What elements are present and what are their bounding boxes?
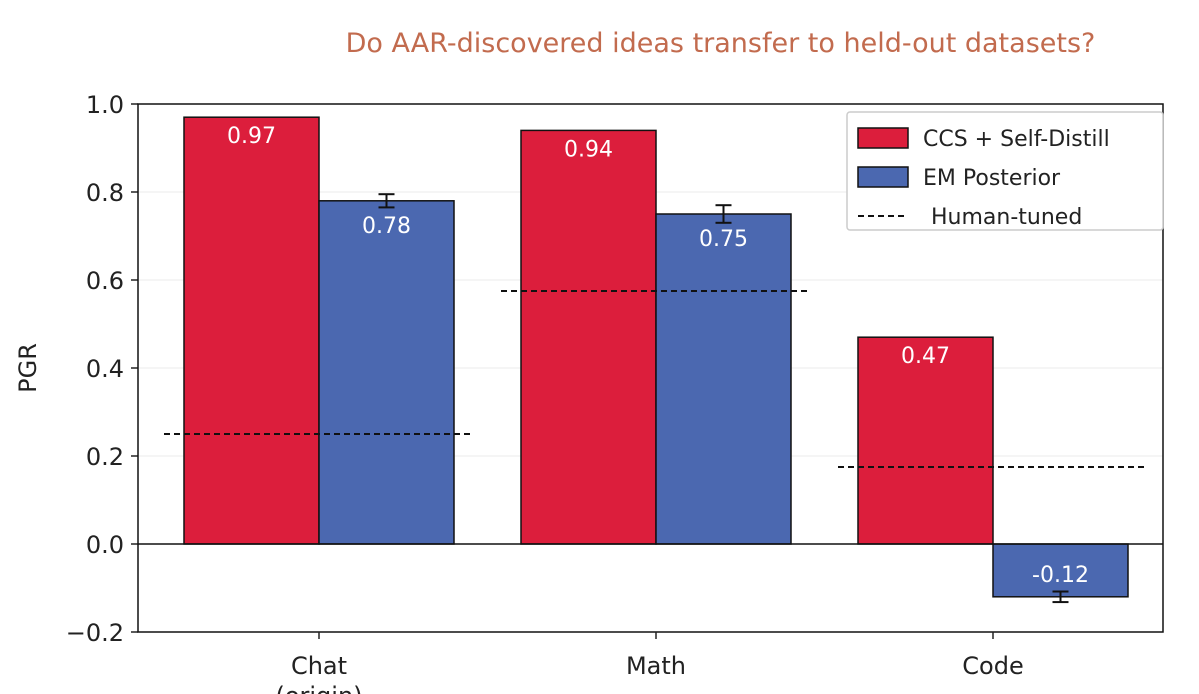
legend-label: Human-tuned (931, 205, 1082, 230)
legend-label: EM Posterior (923, 166, 1061, 191)
y-tick-label: 0.2 (86, 443, 124, 471)
x-tick-label: Math (626, 652, 686, 680)
x-tick-sublabel: (origin) (275, 682, 362, 694)
bar-value-label: 0.94 (564, 137, 613, 162)
chart-title: Do AAR-discovered ideas transfer to held… (346, 28, 1096, 59)
bar-ccs (520, 129, 657, 545)
y-tick-label: 0.8 (86, 179, 124, 207)
x-tick-label: Chat (291, 652, 347, 680)
bar-value-label: 0.97 (227, 124, 276, 149)
bar-em (655, 213, 792, 545)
y-tick-label: 0.6 (86, 267, 124, 295)
bar-value-label: 0.47 (901, 344, 950, 369)
plot-frame (137, 103, 1164, 633)
y-tick-label: −0.2 (66, 619, 124, 647)
x-tick-label: Code (962, 652, 1023, 680)
y-tick-label: 0.0 (86, 531, 124, 559)
bar-em (992, 543, 1129, 598)
bar-em (318, 200, 455, 545)
legend-swatch (857, 127, 909, 149)
y-tick-label: 1.0 (86, 91, 124, 119)
legend-label: CCS + Self-Distill (923, 127, 1110, 152)
bar-value-label: 0.78 (362, 214, 411, 239)
bar-ccs (183, 116, 320, 545)
bar-ccs (857, 336, 994, 545)
y-axis-label: PGR (14, 343, 42, 393)
bar-value-label: -0.12 (1032, 563, 1089, 588)
y-tick-label: 0.4 (86, 355, 124, 383)
legend-box (846, 111, 1164, 231)
bar-value-label: 0.75 (699, 227, 748, 252)
legend-swatch (857, 166, 909, 188)
